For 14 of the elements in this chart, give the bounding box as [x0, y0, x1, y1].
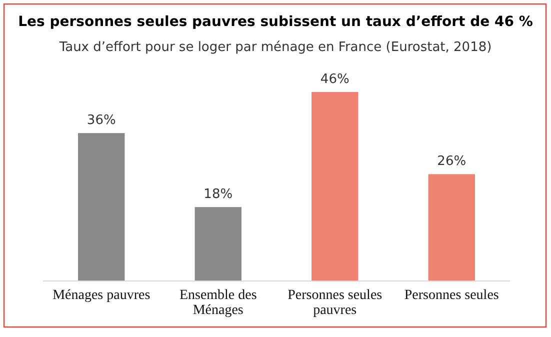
bar: [78, 133, 125, 281]
bar: [428, 174, 475, 281]
chart-title: Les personnes seules pauvres subissent un taux d’effort de 46 %: [18, 14, 533, 30]
data-label: 36%: [86, 113, 116, 128]
bar: [194, 207, 242, 281]
x-tick-label: Ménages pauvres: [52, 288, 150, 303]
x-tick-label: Ensemble des Ménages: [179, 288, 257, 318]
chart-subtitle: Taux d’effort pour se loger par ménage en France (Eurostat, 2018): [58, 40, 492, 55]
data-label: 46%: [320, 72, 350, 87]
x-tick-label: Personnes seules pauvres: [288, 288, 382, 318]
data-label: 18%: [204, 187, 233, 202]
x-tick-label: Personnes seules: [404, 288, 499, 303]
bar: [312, 92, 358, 281]
data-label: 26%: [437, 154, 466, 170]
